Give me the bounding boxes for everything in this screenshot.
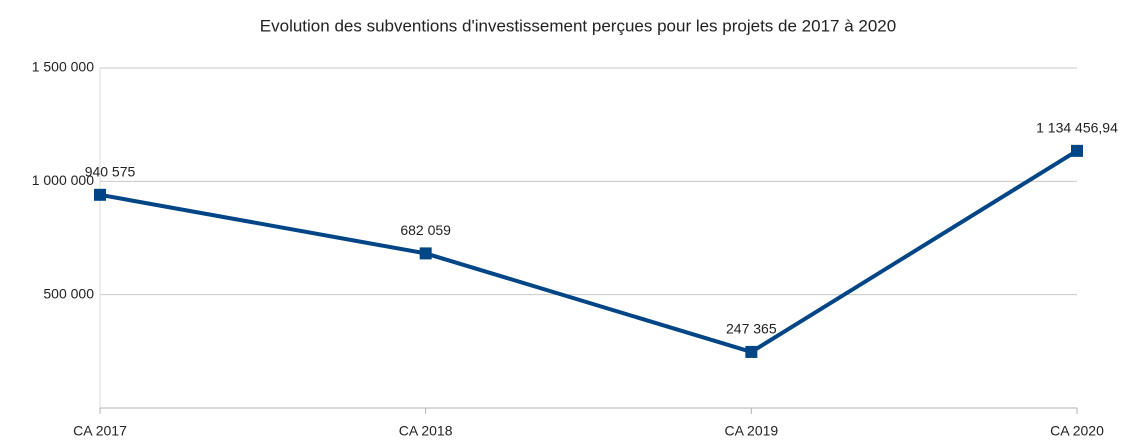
marker [94, 188, 106, 201]
data-label: 247 365 [726, 321, 777, 337]
chart-title: Evolution des subventions d'investisseme… [260, 16, 896, 35]
data-label: 940 575 [85, 164, 136, 180]
x-tick-label: CA 2017 [73, 423, 127, 439]
marker [419, 247, 432, 260]
x-tick-label: CA 2020 [1050, 423, 1104, 439]
data-label: 682 059 [400, 222, 451, 238]
x-tick-label: CA 2018 [399, 423, 453, 439]
x-tick-label: CA 2019 [724, 423, 778, 439]
series-line [99, 149, 1079, 354]
data-label: 1 134 456,94 [1036, 120, 1118, 136]
y-tick-label: 1 500 000 [32, 59, 94, 75]
y-tick-label: 500 000 [43, 285, 94, 301]
marker [1071, 144, 1083, 157]
y-tick-label: 1 000 000 [32, 172, 94, 188]
marker [745, 345, 758, 358]
